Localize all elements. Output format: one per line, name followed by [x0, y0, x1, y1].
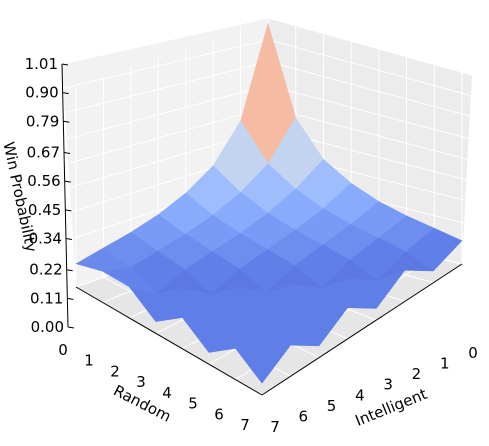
z-tick-label: 0.79 — [26, 112, 59, 130]
intelligent-tick-label: 3 — [383, 376, 393, 394]
axes — [61, 63, 463, 396]
z-tick — [67, 326, 75, 329]
surface — [75, 22, 463, 384]
random-axis-line — [75, 286, 263, 396]
z-tick-label: 0.34 — [29, 229, 62, 247]
random-tick-label: 2 — [110, 362, 120, 380]
intelligent-tick-label: 4 — [355, 386, 365, 404]
intelligent-tick-label: 1 — [440, 355, 450, 373]
random-tick-label: 4 — [162, 384, 172, 402]
intelligent-axis-line — [261, 263, 463, 396]
z-tick-label: 0.11 — [30, 289, 63, 307]
z-tick — [63, 152, 71, 155]
intelligent-tick-label: 0 — [468, 344, 478, 362]
z-tick — [63, 120, 70, 123]
z-tick-label: 0.67 — [27, 144, 60, 162]
z-tick-label: 1.01 — [25, 55, 58, 73]
z-tick — [61, 63, 69, 66]
z-tick-label: 0.00 — [31, 318, 64, 336]
z-tick — [66, 269, 73, 272]
intelligent-tick-label: 5 — [327, 397, 337, 415]
random-tick-label: 5 — [188, 395, 198, 413]
tick-labels: 0.00 0.11 0.22 0.34 0.45 0.56 0.67 0.79 0.90 1.01… — [25, 55, 478, 436]
z-tick-label: 0.56 — [27, 172, 60, 190]
random-tick-label: 1 — [84, 352, 94, 370]
z-axis-line — [61, 63, 69, 328]
intelligent-tick-label: 7 — [270, 418, 280, 436]
z-tick — [65, 209, 72, 212]
random-tick-label: 0 — [58, 341, 68, 359]
z-tick-label: 0.90 — [25, 84, 58, 102]
z-tick — [62, 92, 69, 95]
intelligent-tick-label: 2 — [412, 365, 422, 383]
z-tick-label: 0.45 — [28, 201, 61, 219]
intelligent-tick-label: 6 — [299, 407, 309, 425]
z-tick-label: 0.22 — [29, 261, 62, 279]
random-tick-label: 7 — [240, 416, 250, 434]
random-tick-label: 3 — [136, 373, 146, 391]
z-tick — [65, 237, 73, 240]
z-tick — [64, 180, 71, 183]
z-tick — [67, 297, 74, 300]
random-tick-label: 6 — [214, 405, 224, 423]
surface-patch — [234, 344, 292, 384]
